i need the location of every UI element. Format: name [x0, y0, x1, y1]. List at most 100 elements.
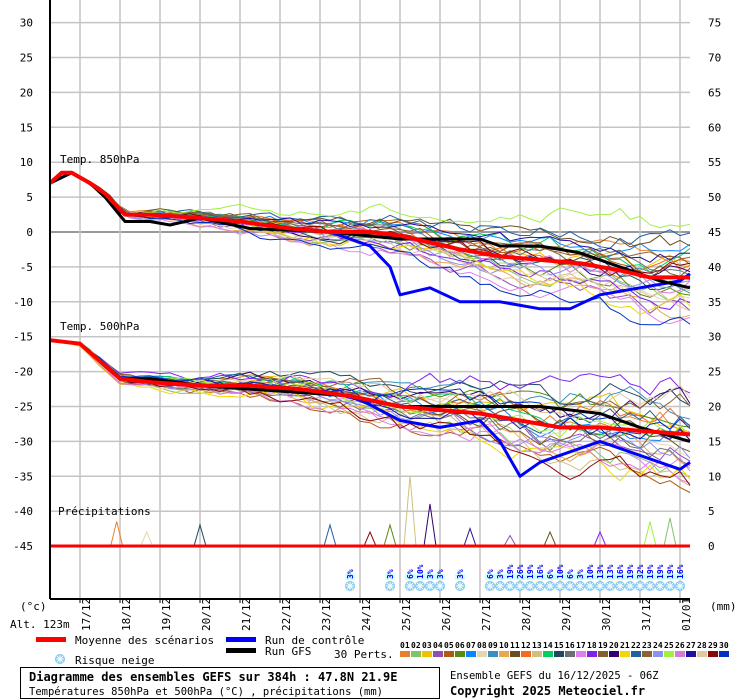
chart-title: Diagramme des ensembles GEFS sur 384h : …: [29, 670, 397, 684]
pert-legend-swatch: [598, 651, 608, 657]
snowflake-icon: [495, 581, 505, 591]
snow-risk-pct: 6%: [566, 569, 575, 579]
snowflake-icon: [575, 581, 585, 591]
snowflake-arms: [426, 582, 434, 590]
snow-band: [455, 574, 465, 580]
snowflake-icon: [535, 581, 545, 591]
snow-band: [345, 574, 355, 580]
snow-band: [595, 574, 605, 580]
pert-legend-id: 29: [708, 641, 718, 650]
legend-mean-label: Moyenne des scénarios: [75, 634, 214, 647]
snowflake-icon: [675, 581, 685, 591]
snow-band: [615, 574, 625, 580]
snow-risk-pct: 19%: [526, 564, 535, 579]
snowflake-icon: [635, 581, 645, 591]
perturbation-line-29-500: [49, 339, 691, 486]
snow-risk-pct: 10%: [416, 564, 425, 579]
snowflake-icon: [345, 581, 355, 591]
snowflake-arms: [676, 582, 684, 590]
snow-risk-pct: 19%: [666, 564, 675, 579]
perturbation-line-30-500: [49, 339, 691, 435]
label-precip: Précipitations: [58, 505, 151, 518]
legend-control-label: Run de contrôle: [265, 634, 364, 647]
snowflake-arms: [606, 582, 614, 590]
snowflake-arms: [516, 582, 524, 590]
x-tick-label: 24/12: [360, 598, 373, 631]
pert-legend-swatch: [675, 651, 685, 657]
pert-legend-swatch: [422, 651, 432, 657]
precip-spike: [643, 521, 657, 547]
y-tick-label-temp: 5: [26, 191, 33, 204]
pert-legend-id: 05: [444, 641, 454, 650]
pert-legend-swatch: [455, 651, 465, 657]
y-tick-label-temp: -45: [13, 540, 33, 553]
y-tick-label-precip: 40: [708, 261, 721, 274]
y-tick-label-temp: 15: [20, 121, 33, 134]
pert-legend-swatch: [620, 651, 630, 657]
snowflake-arms: [646, 582, 654, 590]
snowflake-arms: [496, 582, 504, 590]
snowflake-arms: [656, 582, 664, 590]
legend-snow-label: Risque neige: [75, 654, 154, 667]
snowflake-arms: [536, 582, 544, 590]
x-tick-label: 18/12: [120, 598, 133, 631]
y-tick-label-temp: -10: [13, 296, 33, 309]
pert-legend-id: 22: [631, 641, 641, 650]
x-tick-label: 22/12: [280, 598, 293, 631]
snowflake-icon: [665, 581, 675, 591]
perturbation-line-02-500: [49, 339, 691, 478]
pert-legend-id: 23: [642, 641, 652, 650]
y-tick-label-temp: 10: [20, 156, 33, 169]
y-tick-label-precip: 60: [708, 121, 721, 134]
snow-risk-pct: 19%: [656, 564, 665, 579]
perturbation-line-14-850: [49, 171, 691, 273]
pert-legend-id: 26: [675, 641, 685, 650]
snowflake-icon: [435, 581, 445, 591]
snowflake-icon: [455, 581, 465, 591]
snowflake-arms: [636, 582, 644, 590]
snow-band: [605, 574, 615, 580]
snowflake-arms: [386, 582, 394, 590]
pert-legend-swatch: [642, 651, 652, 657]
pert-legend-swatch: [708, 651, 718, 657]
pert-legend-id: 27: [686, 641, 696, 650]
snow-band: [655, 574, 665, 580]
precip-spike: [403, 475, 417, 547]
y-tick-label-precip: 45: [708, 226, 721, 239]
snow-band: [425, 574, 435, 580]
snow-risk-pct: 19%: [506, 564, 515, 579]
precip-spike: [663, 517, 677, 547]
precip-spike: [463, 526, 477, 547]
snowflake-icon: [605, 581, 615, 591]
snow-risk-pct: 16%: [676, 564, 685, 579]
y-tick-label-precip: 70: [708, 52, 721, 65]
snowflake-arms: [526, 582, 534, 590]
x-tick-label: 23/12: [320, 598, 333, 631]
y-tick-label-precip: 65: [708, 86, 721, 99]
snow-risk-pct: 3%: [436, 569, 445, 579]
y-tick-label-temp: -30: [13, 435, 33, 448]
series-line-moyenne-des-sc-narios500: [49, 338, 691, 437]
snowflake-icon: [525, 581, 535, 591]
snow-band: [545, 574, 555, 580]
snowflake-icon: [645, 581, 655, 591]
snowflake-icon: [615, 581, 625, 591]
snowflake-icon: [425, 581, 435, 591]
snow-risk-pct: 6%: [546, 569, 555, 579]
pert-legend-swatch: [477, 651, 487, 657]
snowflake-arms: [346, 582, 354, 590]
pert-legend-swatch: [499, 651, 509, 657]
pert-legend-swatch: [686, 651, 696, 657]
pert-legend-id: 12: [521, 641, 531, 650]
precip-spike: [593, 530, 607, 547]
pert-legend-id: 02: [411, 641, 421, 650]
snowflake-arms: [486, 582, 494, 590]
snow-band: [625, 574, 635, 580]
pert-legend-swatch: [400, 651, 410, 657]
perturbation-line-25-500: [49, 339, 691, 439]
snowflake-arms: [406, 582, 414, 590]
series-line-moyenne-des-sc-narios850: [48, 170, 690, 280]
snowflake-arms: [596, 582, 604, 590]
snow-band: [515, 574, 525, 580]
